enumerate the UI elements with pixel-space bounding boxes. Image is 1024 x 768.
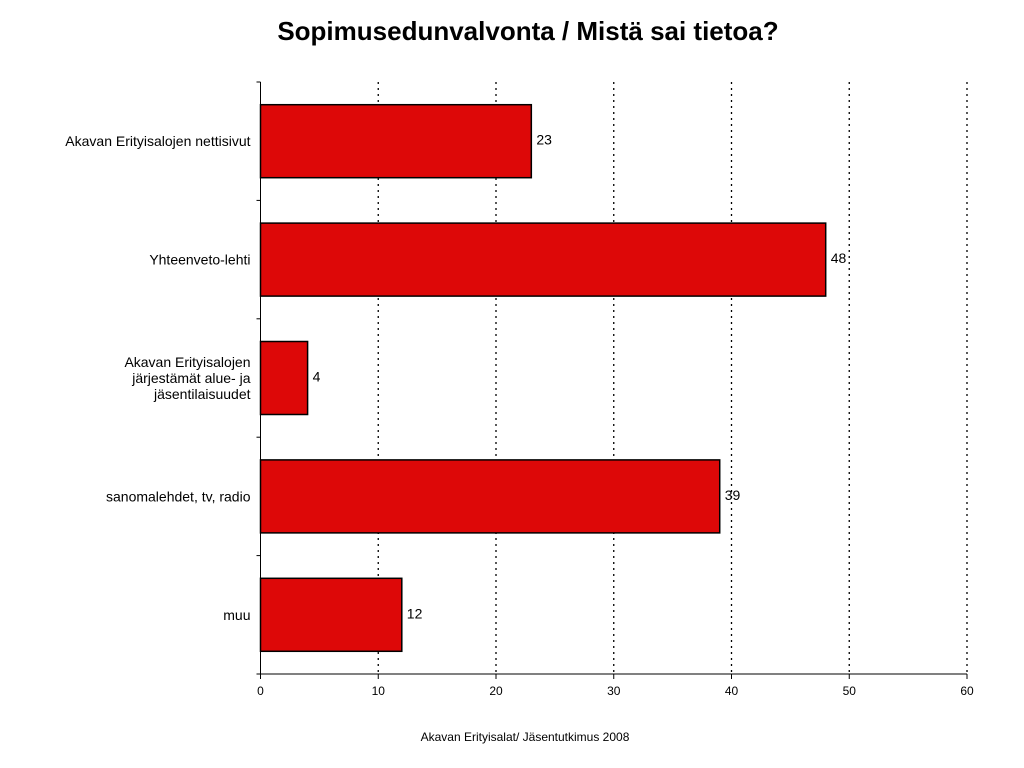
category-label: Yhteenveto-lehti (149, 252, 250, 268)
bar (259, 340, 309, 416)
x-tick-label: 60 (960, 684, 974, 698)
data-label: 4 (313, 369, 321, 385)
category-label-line: muu (223, 607, 250, 623)
data-label: 23 (536, 132, 552, 148)
category-label-line: sanomalehdet, tv, radio (106, 488, 251, 504)
category-label-line: järjestämät alue- ja (131, 370, 250, 386)
category-label: muu (223, 607, 250, 623)
bar (259, 103, 533, 179)
category-label-line: Akavan Erityisalojen nettisivut (65, 133, 250, 149)
x-tick-label: 30 (607, 684, 621, 698)
x-tick-label: 10 (372, 684, 386, 698)
x-tick-label: 0 (257, 684, 264, 698)
x-tick-label: 40 (725, 684, 739, 698)
category-label-line: Yhteenveto-lehti (149, 252, 250, 268)
category-label-line: jäsentilaisuudet (153, 386, 251, 402)
data-label: 12 (407, 605, 423, 621)
footer-source: Akavan Erityisalat/ Jäsentutkimus 2008 (420, 730, 630, 744)
category-label-line: Akavan Erityisalojen (124, 354, 250, 370)
bar (259, 577, 403, 653)
data-label: 48 (831, 250, 847, 266)
category-label: sanomalehdet, tv, radio (106, 488, 251, 504)
x-tick-label: 20 (489, 684, 503, 698)
bar (259, 222, 827, 297)
chart-title: Sopimusedunvalvonta / Mistä sai tietoa? (277, 16, 779, 46)
category-label: Akavan Erityisalojen järjestämät alue- ja… (124, 354, 250, 402)
bar (259, 459, 721, 534)
category-label: Akavan Erityisalojen nettisivut (65, 133, 250, 149)
data-label: 39 (725, 487, 741, 503)
x-tick-label: 50 (843, 684, 857, 698)
